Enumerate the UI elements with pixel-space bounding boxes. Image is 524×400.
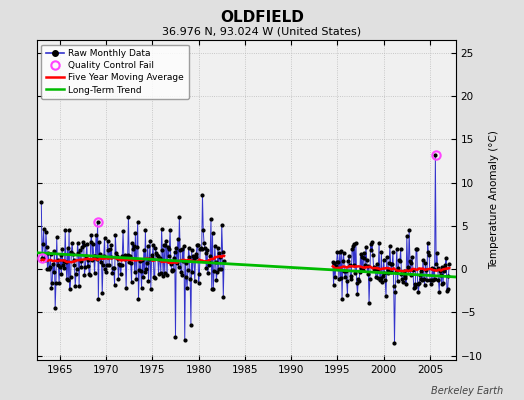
Y-axis label: Temperature Anomaly (°C): Temperature Anomaly (°C) (489, 130, 499, 270)
Text: Berkeley Earth: Berkeley Earth (431, 386, 503, 396)
Text: 36.976 N, 93.024 W (United States): 36.976 N, 93.024 W (United States) (162, 26, 362, 36)
Text: OLDFIELD: OLDFIELD (220, 10, 304, 25)
Legend: Raw Monthly Data, Quality Control Fail, Five Year Moving Average, Long-Term Tren: Raw Monthly Data, Quality Control Fail, … (41, 44, 189, 99)
